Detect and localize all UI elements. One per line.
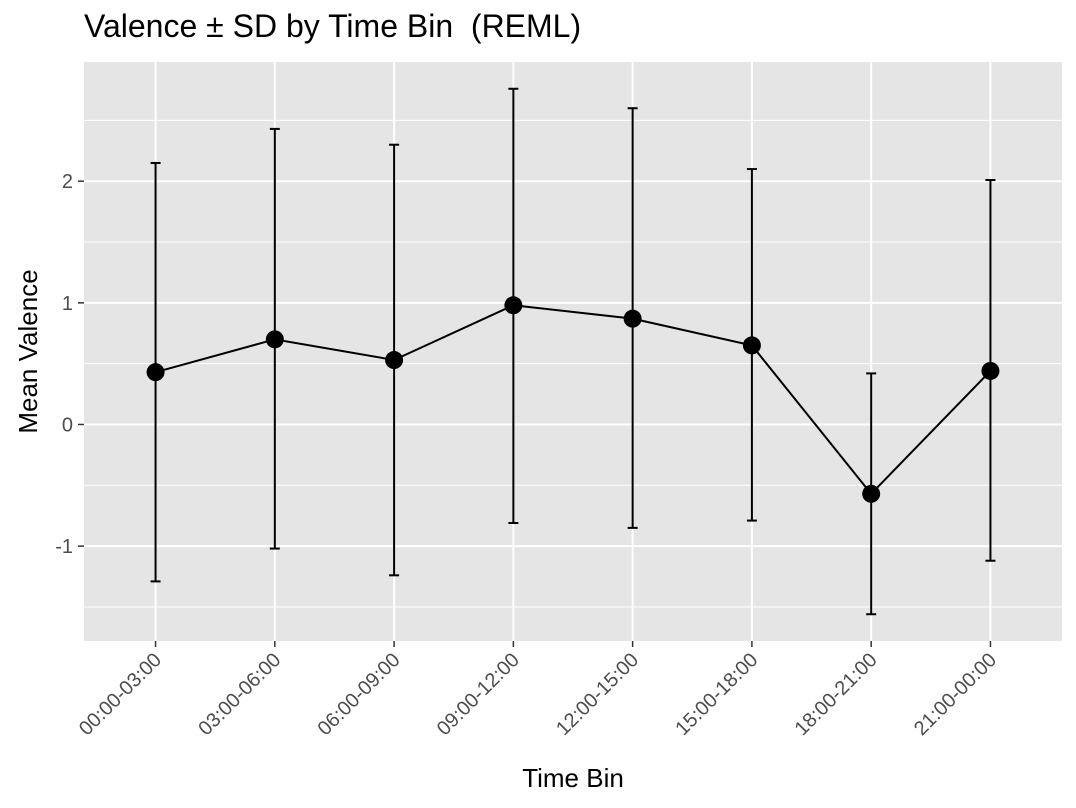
x-tick-label: 21:00-00:00	[910, 649, 1001, 740]
x-tick-label: 18:00-21:00	[791, 649, 882, 740]
data-point	[265, 330, 284, 349]
chart-title: Valence ± SD by Time Bin (REML)	[84, 8, 582, 44]
x-tick-label: 06:00-09:00	[314, 649, 405, 740]
data-point	[504, 296, 523, 315]
y-tick-label: 1	[62, 293, 73, 315]
y-tick-label: -1	[55, 536, 73, 558]
y-axis: -1 0 1 2	[55, 171, 84, 558]
series-line	[155, 304, 992, 496]
y-tick-label: 2	[62, 171, 73, 193]
x-tick-label: 12:00-15:00	[552, 649, 643, 740]
y-tick-label: 0	[62, 414, 73, 436]
x-tick-label: 03:00-06:00	[194, 649, 285, 740]
plot-panel	[84, 62, 1062, 641]
x-axis: 00:00-03:00 03:00-06:00 06:00-09:00 09:00-1…	[75, 641, 1001, 740]
y-axis-title: Mean Valence	[13, 269, 43, 433]
data-point	[623, 309, 642, 328]
series-lines	[155, 304, 992, 496]
data-point	[862, 484, 881, 503]
x-tick-label: 09:00-12:00	[433, 649, 524, 740]
data-point	[981, 361, 1000, 380]
x-axis-title: Time Bin	[522, 763, 624, 793]
grid-minor	[84, 119, 1062, 608]
x-tick-label: 15:00-18:00	[671, 649, 762, 740]
x-tick-label: 00:00-03:00	[75, 649, 166, 740]
data-point	[146, 363, 165, 382]
data-point	[742, 336, 761, 355]
data-points	[146, 296, 1000, 503]
data-point	[385, 351, 404, 370]
